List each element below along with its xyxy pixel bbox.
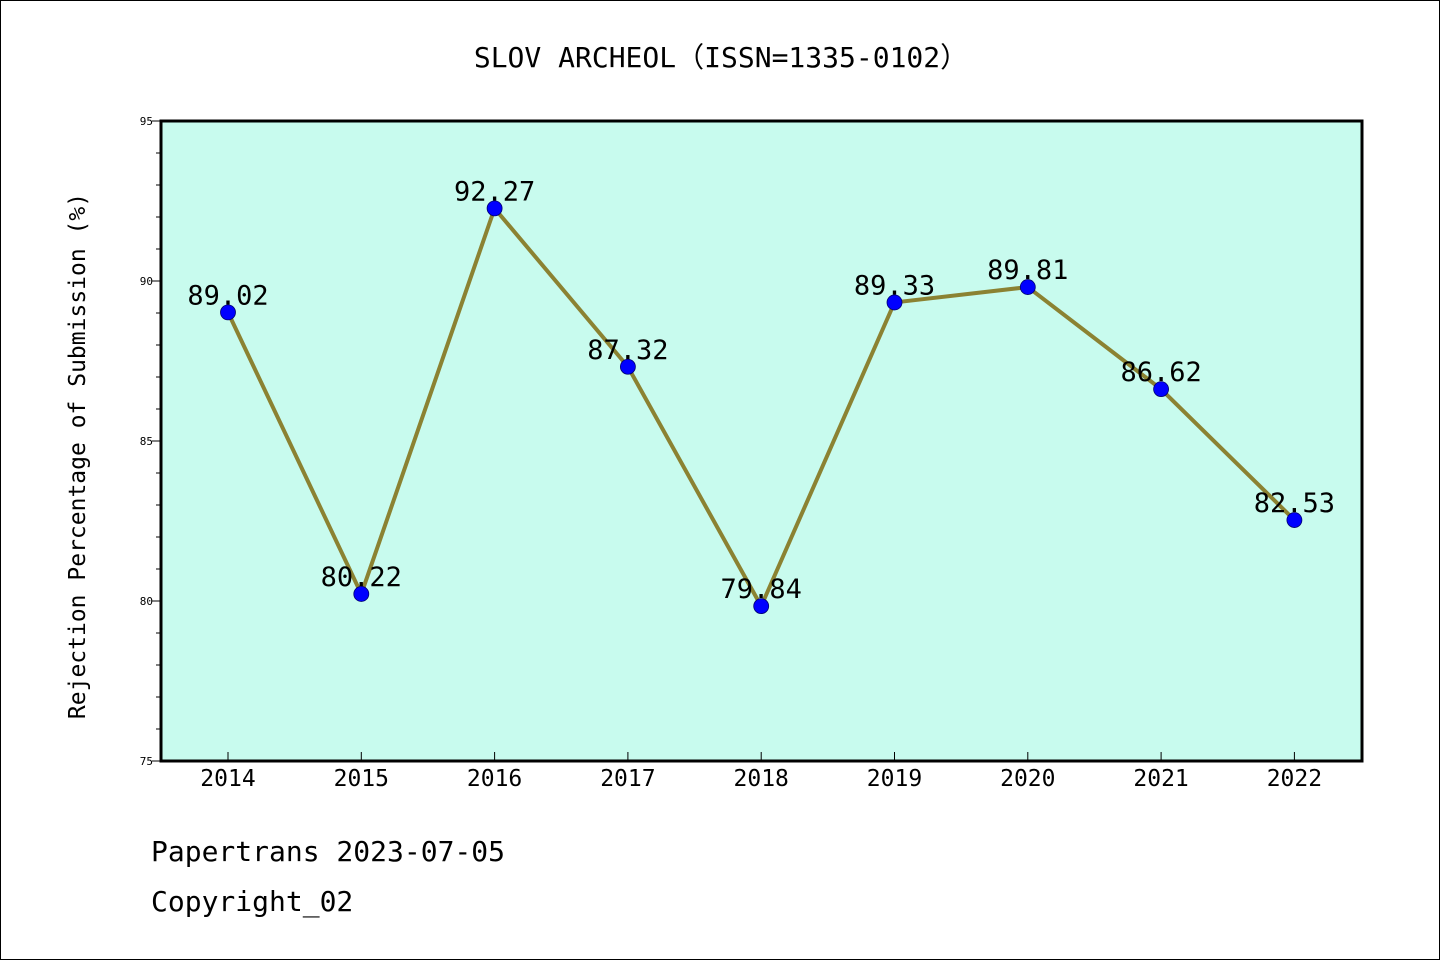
data-label: 92.27 [454, 176, 535, 207]
data-label: 79.84 [721, 574, 802, 605]
data-label: 80.22 [321, 562, 402, 593]
footer-copyright: Copyright_02 [151, 885, 354, 918]
x-tick-label: 2020 [1000, 766, 1055, 792]
y-tick-label: 85 [140, 435, 153, 448]
series-layer [220, 200, 1303, 615]
data-label: 89.81 [987, 255, 1068, 286]
y-tick-label: 90 [140, 275, 153, 288]
data-point [620, 358, 636, 375]
y-axis: 75 80 85 90 95 [140, 115, 161, 768]
data-point [220, 304, 236, 321]
data-point [1153, 381, 1169, 398]
x-tick-label: 2022 [1267, 766, 1322, 792]
data-labels: 89.02 80.22 92.27 87.32 79.84 89.33 89.81 86.62… [187, 176, 1335, 605]
x-tick-label: 2019 [867, 766, 922, 792]
y-axis-label: Rejection Percentage of Submission (%) [65, 193, 91, 719]
x-tick-label: 2021 [1133, 766, 1188, 792]
x-tick-label: 2018 [734, 766, 789, 792]
x-axis: 2014 2015 2016 2017 2018 2019 2020 2021 2022 [200, 752, 1322, 792]
data-label: 82.53 [1254, 488, 1335, 519]
footer-date: Papertrans 2023-07-05 [151, 835, 506, 868]
data-point [486, 200, 503, 217]
x-tick-label: 2016 [467, 766, 522, 792]
data-label: 89.02 [187, 280, 268, 311]
data-point [753, 598, 770, 615]
x-tick-label: 2017 [600, 766, 655, 792]
plot-border [159, 119, 1364, 763]
x-tick-label: 2014 [200, 766, 255, 792]
data-point [1286, 512, 1303, 528]
plot-area [161, 121, 1362, 761]
y-tick-label: 95 [140, 115, 153, 128]
x-tick-label: 2015 [334, 766, 389, 792]
y-tick-label: 75 [140, 755, 153, 768]
data-point [353, 586, 370, 602]
data-label: 86.62 [1120, 357, 1201, 388]
chart-title: SLOV ARCHEOL（ISSN=1335-0102） [474, 41, 968, 74]
y-tick-label: 80 [140, 595, 153, 608]
data-label: 89.33 [854, 270, 935, 301]
data-point [886, 294, 903, 311]
data-point [1019, 279, 1036, 295]
data-label: 87.32 [587, 335, 668, 366]
